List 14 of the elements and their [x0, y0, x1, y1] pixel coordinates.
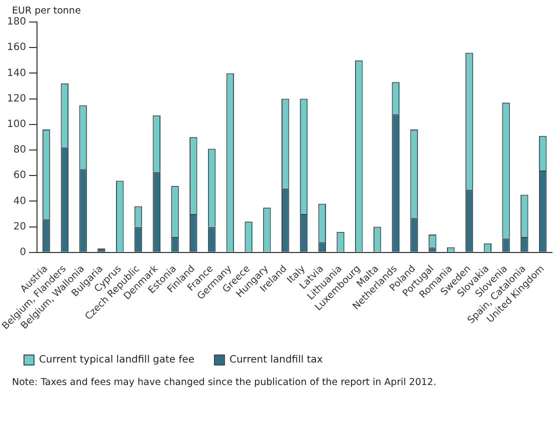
y-tick-label: 60: [13, 170, 26, 182]
y-axis-title: EUR per tonne: [12, 6, 81, 17]
y-tick-label: 20: [13, 221, 26, 232]
text: Note: Taxes and fees may have changed since the publication of the report in April 2012.: [12, 377, 438, 388]
legend-label: Current landfill tax: [229, 354, 323, 366]
y-tick-label: 140: [6, 68, 26, 79]
y-tick-label: 180: [6, 16, 26, 28]
y-tick-label: 100: [6, 118, 26, 130]
legend-label: Current typical landfill gate fee: [39, 354, 194, 366]
y-tick-label: 0: [20, 246, 26, 258]
y-tick-label: 160: [6, 42, 26, 54]
y-tick-label: 80: [13, 144, 26, 156]
y-tick-label: 120: [6, 93, 26, 104]
y-tick-label: 40: [13, 196, 26, 207]
